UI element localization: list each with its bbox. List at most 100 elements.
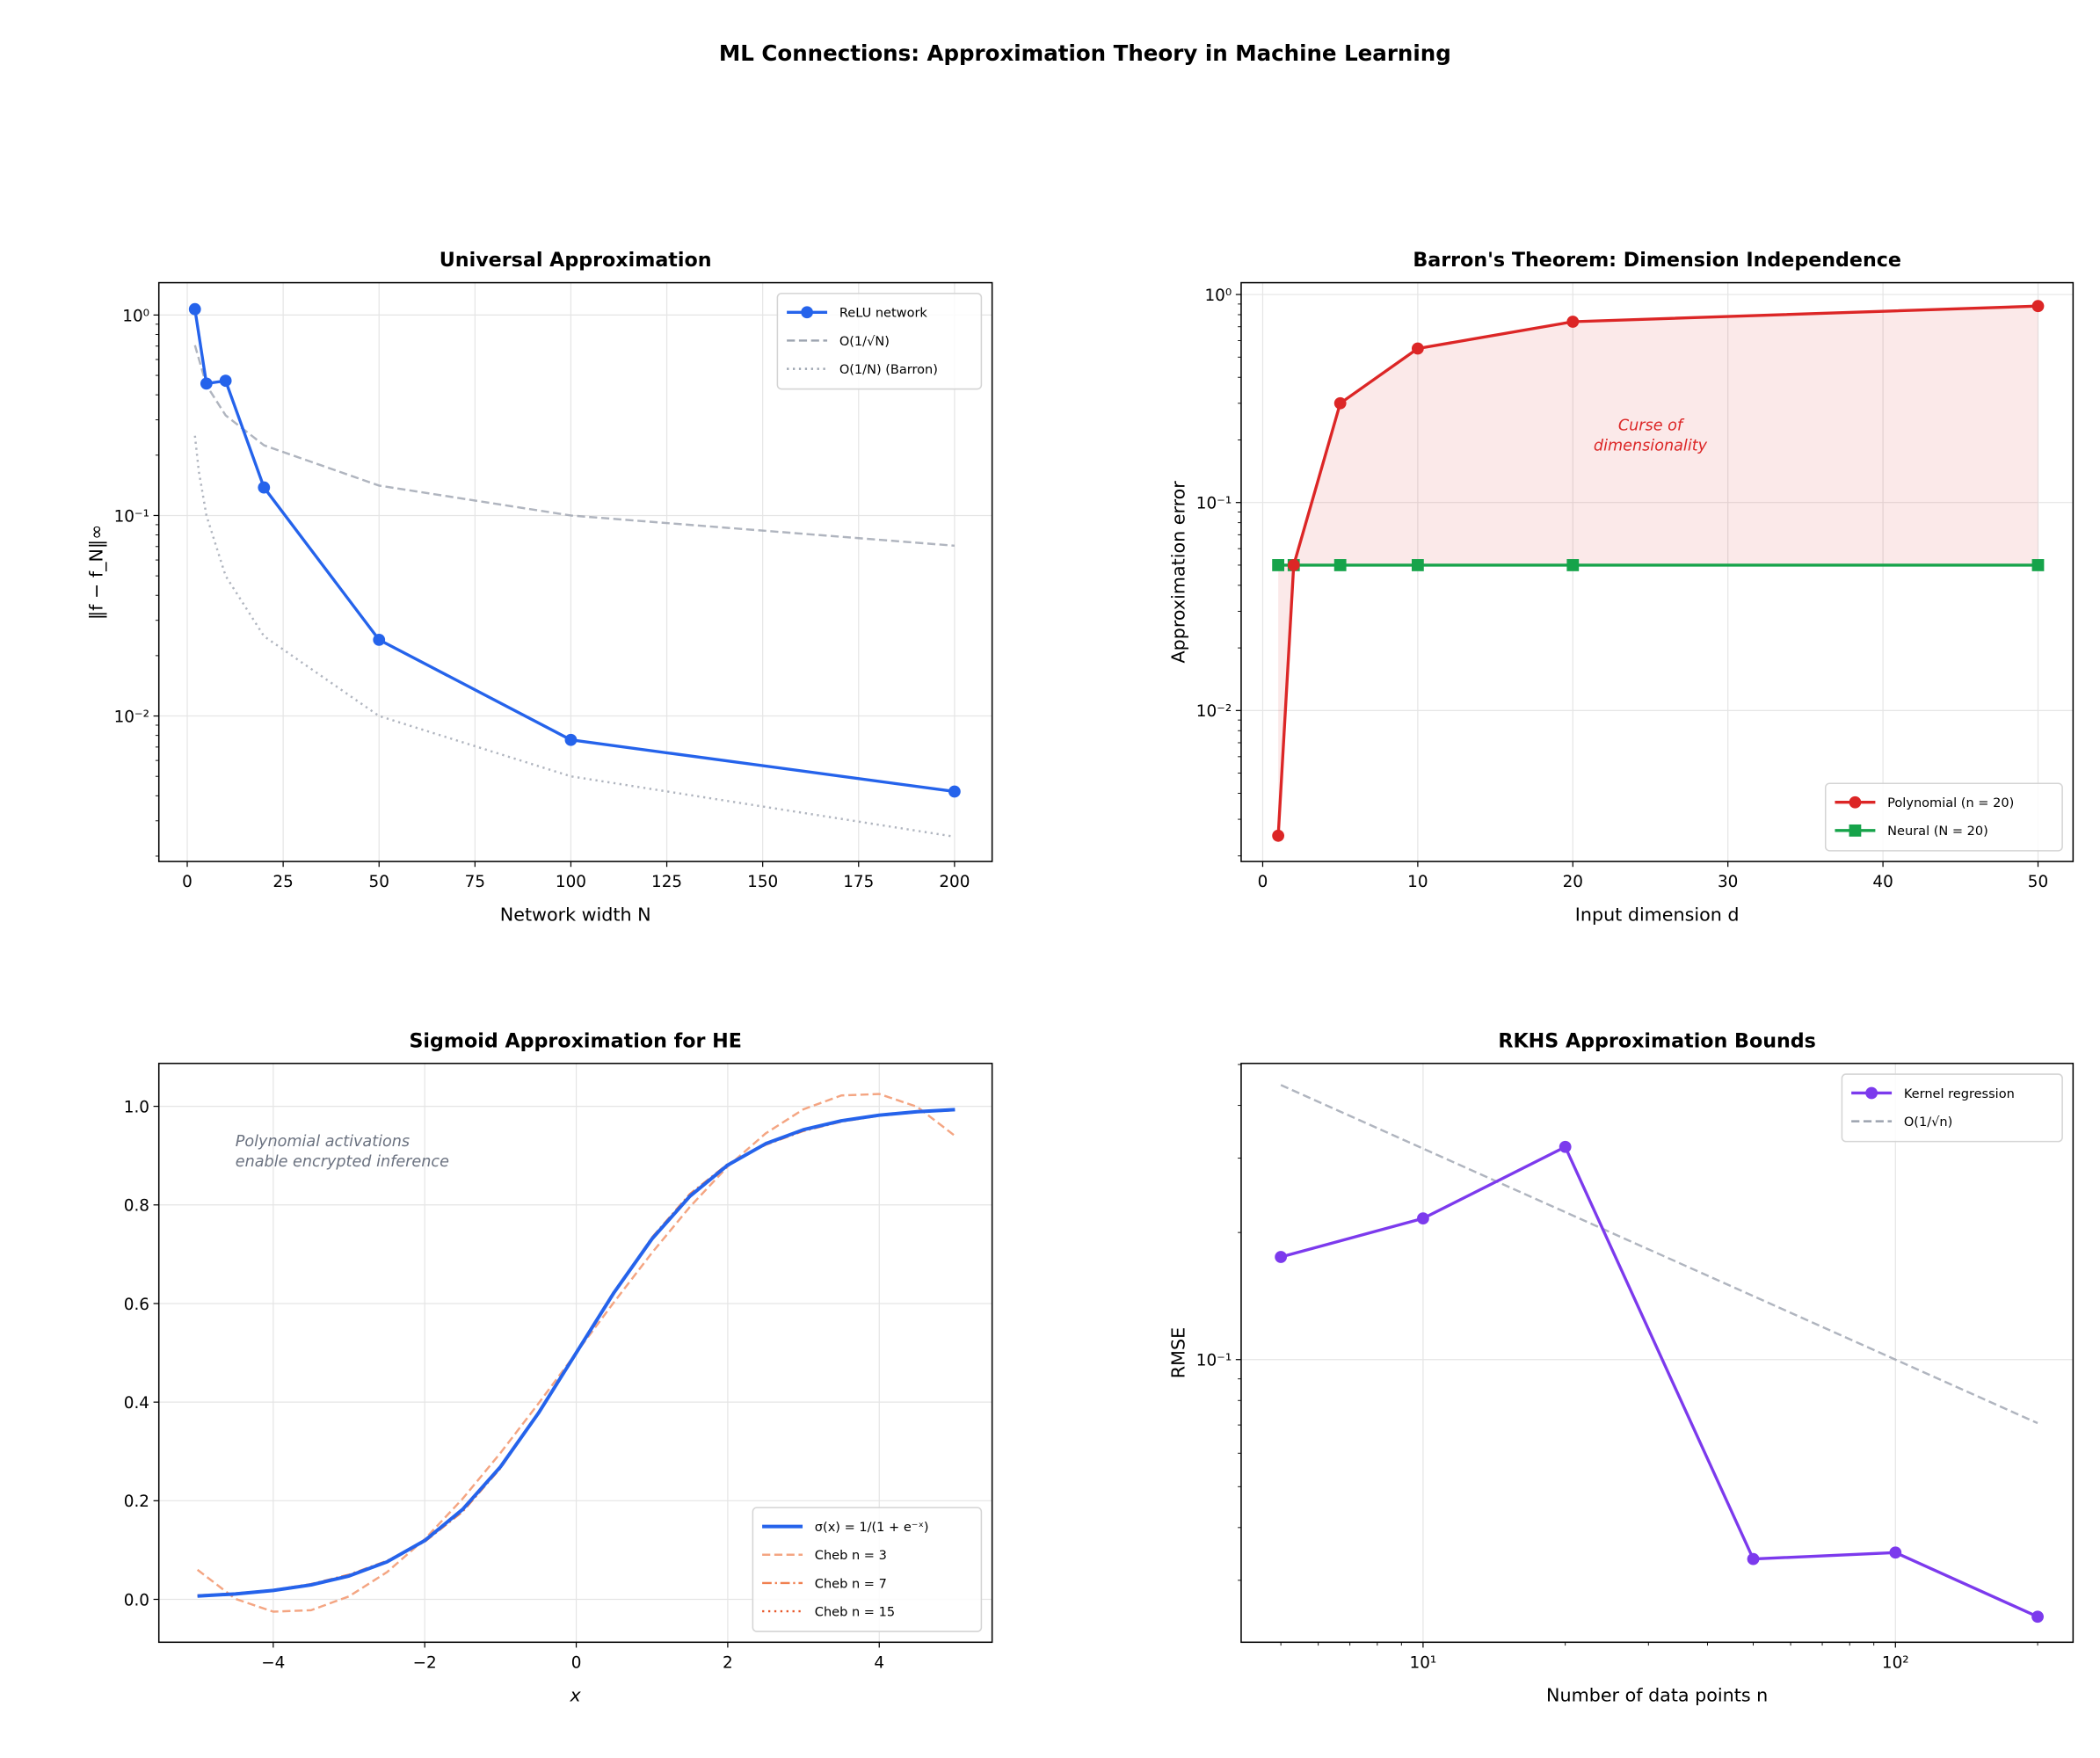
x-tick-label: 40 xyxy=(1872,873,1893,891)
data-point xyxy=(1566,316,1580,328)
data-point xyxy=(1272,559,1285,571)
series-line-2 xyxy=(1280,1084,2038,1425)
data-point xyxy=(2031,300,2045,313)
data-point xyxy=(188,302,201,316)
data-point xyxy=(1272,829,1285,842)
data-point xyxy=(564,733,578,746)
data-point xyxy=(258,481,271,494)
legend-box xyxy=(752,1507,983,1632)
x-axis-label: Network width N xyxy=(500,904,651,925)
legend-item: Polynomial (n = 20) xyxy=(1835,795,2014,810)
y-tick-label: 10⁰ xyxy=(1205,287,1232,305)
y-tick-label: 10⁻² xyxy=(1196,702,1232,721)
data-point xyxy=(1566,559,1580,571)
legend-marker xyxy=(801,306,813,319)
legend-label: Neural (N = 20) xyxy=(1887,825,1988,839)
y-tick-label: 0.4 xyxy=(124,1394,149,1413)
y-tick-label: 10⁻¹ xyxy=(114,507,149,526)
x-tick-label: 10¹ xyxy=(1410,1653,1437,1672)
axes-frame xyxy=(1240,1063,2075,1644)
data-point xyxy=(1287,559,1300,571)
x-tick-label: 75 xyxy=(465,873,485,891)
legend-label: Cheb n = 15 xyxy=(815,1605,895,1619)
plot-area xyxy=(1275,1084,2044,1624)
y-axis-label: Approximation error xyxy=(1168,481,1189,664)
legend: Polynomial (n = 20) Neural (N = 20) xyxy=(1824,782,2063,852)
data-point xyxy=(219,374,232,388)
legend-item: ReLU network xyxy=(787,306,928,321)
x-tick-label: 150 xyxy=(747,873,778,891)
legend-box xyxy=(1841,1073,2063,1143)
x-axis-label: x xyxy=(570,1685,582,1706)
legend-label: O(1/N) (Barron) xyxy=(839,363,938,377)
legend-item: O(1/√n) xyxy=(1851,1115,1952,1130)
chart-panel-2: 0 10 20 30 40 50 10⁰ 10⁻¹ 10⁻² Curse of dimensiona… xyxy=(1168,249,2075,925)
x-tick-label: 2 xyxy=(723,1653,733,1672)
legend-item: O(1/√N) xyxy=(787,335,890,349)
x-tick-label: −4 xyxy=(261,1653,285,1672)
x-tick-label: 0 xyxy=(182,873,193,891)
series-line-1 xyxy=(1280,1145,2038,1618)
y-tick-label: 1.0 xyxy=(124,1098,149,1116)
legend-label: Kernel regression xyxy=(1904,1087,2015,1101)
annotation: Curse of dimensionality xyxy=(1594,418,1708,455)
x-tick-label: 125 xyxy=(651,873,682,891)
data-point xyxy=(1411,559,1424,571)
legend-label: ReLU network xyxy=(839,307,928,321)
axes-frame xyxy=(157,281,993,862)
data-point xyxy=(2031,559,2045,571)
annotation: Polynomial activations enable encrypted i… xyxy=(236,1133,449,1171)
legend-item: Cheb n = 3 xyxy=(762,1549,887,1563)
x-tick-label: 10² xyxy=(1882,1653,1909,1672)
x-axis-label: Number of data points n xyxy=(1546,1685,1768,1706)
legend-item: Neural (N = 20) xyxy=(1835,824,1988,839)
legend-label: Cheb n = 7 xyxy=(815,1577,887,1591)
axes-frame xyxy=(1240,281,2075,862)
data-point xyxy=(1889,1546,1902,1559)
data-point xyxy=(1333,559,1347,571)
chart-title: RKHS Approximation Bounds xyxy=(1498,1029,1816,1052)
annotation-line: dimensionality xyxy=(1594,438,1708,455)
chart-title: Sigmoid Approximation for HE xyxy=(409,1029,741,1052)
series-line-3 xyxy=(193,435,956,839)
data-point xyxy=(373,633,386,646)
y-axis-label: ‖f − f_N‖∞ xyxy=(85,525,107,621)
y-tick-label: 0.2 xyxy=(124,1493,149,1511)
legend-marker xyxy=(1865,1086,1878,1100)
y-tick-label: 0.0 xyxy=(124,1591,149,1609)
legend-label: Cheb n = 3 xyxy=(815,1549,887,1563)
x-tick-label: 10 xyxy=(1407,873,1428,891)
x-tick-label: 50 xyxy=(369,873,389,891)
data-point xyxy=(1747,1552,1760,1565)
legend-box xyxy=(1824,782,2063,852)
y-tick-label: 10⁻² xyxy=(114,708,149,726)
data-point xyxy=(1417,1212,1429,1224)
data-point xyxy=(2031,1610,2044,1624)
x-tick-label: 50 xyxy=(2028,873,2048,891)
chart-panel-3: −4 −2 0 2 4 0.0 0.2 0.4 0.6 0.8 1.0 Polynomial acti… xyxy=(124,1029,993,1706)
legend-item: Cheb n = 15 xyxy=(762,1605,895,1619)
legend-box xyxy=(776,293,983,390)
legend: ReLU network O(1/√N) O(1/N) (Barron) xyxy=(776,293,983,390)
y-tick-label: 10⁰ xyxy=(122,307,149,325)
y-tick-label: 10⁻¹ xyxy=(1196,495,1232,513)
x-tick-label: 4 xyxy=(874,1653,884,1672)
legend-label: O(1/√n) xyxy=(1904,1115,1952,1130)
chart-panel-1: 0 25 50 75 100 125 150 175 200 10⁰ 10⁻¹ 10⁻² Univers… xyxy=(85,249,993,925)
annotation-line: Polynomial activations xyxy=(236,1133,410,1151)
x-axis-label: Input dimension d xyxy=(1575,904,1740,925)
axes-frame xyxy=(157,1063,993,1644)
x-tick-label: 0 xyxy=(571,1653,582,1672)
data-point xyxy=(1411,342,1424,355)
x-tick-label: 200 xyxy=(939,873,970,891)
plot-area xyxy=(196,1093,956,1613)
annotation-line: enable encrypted inference xyxy=(236,1153,449,1171)
figure-title: ML Connections: Approximation Theory in … xyxy=(719,40,1451,66)
legend-label: Polynomial (n = 20) xyxy=(1887,796,2014,810)
legend-marker xyxy=(1849,795,1862,809)
legend-item: σ(x) = 1/(1 + e⁻ˣ) xyxy=(762,1521,929,1535)
legend-label: O(1/√N) xyxy=(839,335,890,349)
data-point xyxy=(200,377,213,390)
y-tick-label: 0.8 xyxy=(124,1197,149,1216)
